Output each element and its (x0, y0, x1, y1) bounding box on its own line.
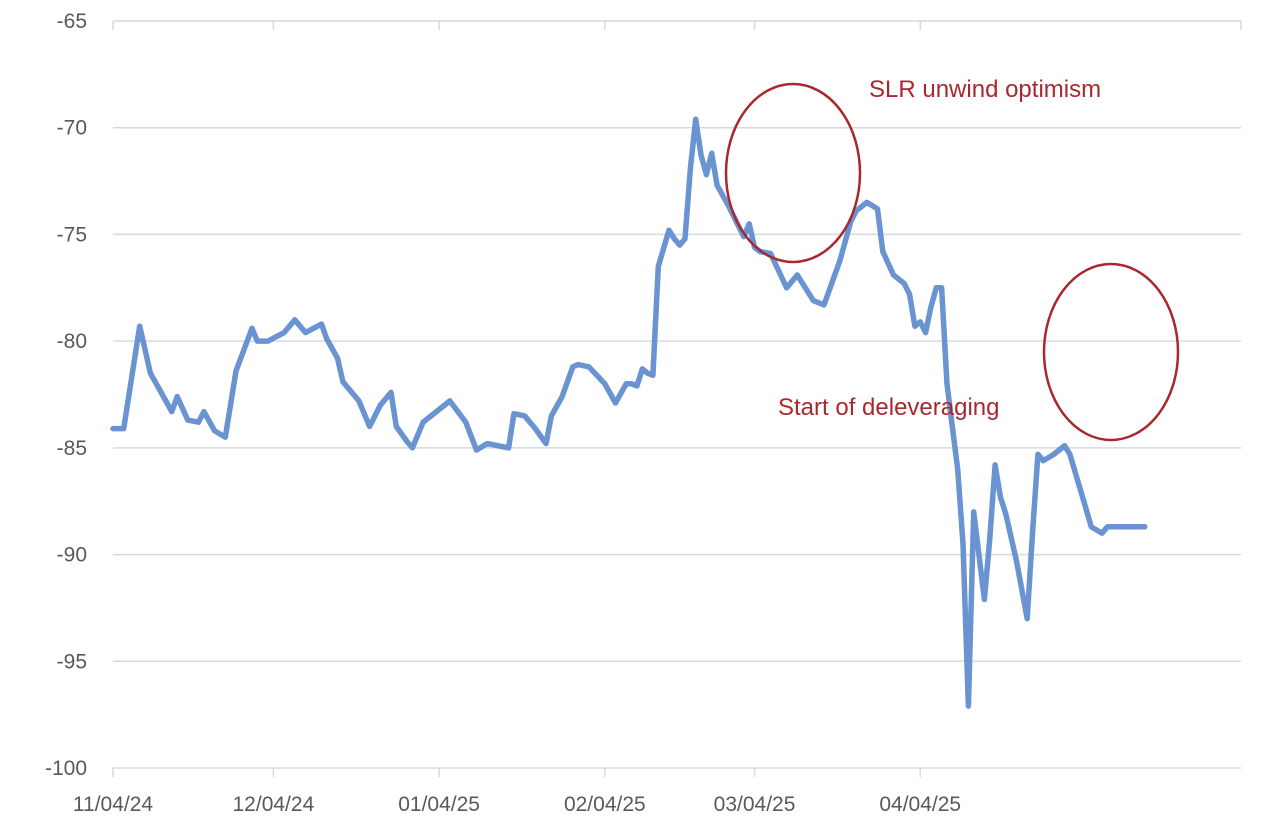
x-tick-label: 03/04/25 (714, 793, 796, 816)
annotation-ellipse-deleveraging (1042, 262, 1180, 442)
y-tick-label: -100 (45, 757, 87, 780)
x-axis (112, 21, 1242, 777)
y-tick-label: -85 (57, 437, 87, 460)
x-tick-label: 12/04/24 (233, 793, 315, 816)
y-tick-label: -95 (57, 650, 87, 673)
annotation-slr-unwind-optimism: SLR unwind optimism (869, 76, 1101, 103)
series-layer (110, 116, 1148, 709)
x-axis-labels: 11/04/24 12/04/24 01/04/25 02/04/25 03/04/25… (73, 793, 961, 816)
annotations: SLR unwind optimism Start of deleveragin… (724, 76, 1180, 442)
x-tick-label: 02/04/25 (564, 793, 646, 816)
y-tick-label: -70 (57, 117, 87, 140)
y-axis-labels: -65 -70 -75 -80 -85 -90 -95 -100 (45, 10, 87, 780)
x-tick-label: 01/04/25 (398, 793, 480, 816)
y-tick-label: -65 (57, 10, 87, 33)
x-tick-label: 04/04/25 (879, 793, 961, 816)
annotation-start-of-deleveraging: Start of deleveraging (778, 394, 999, 421)
series-line-0 (110, 116, 1148, 709)
y-tick-label: -90 (57, 544, 87, 567)
y-tick-label: -75 (57, 223, 87, 246)
x-tick-label: 11/04/24 (73, 793, 154, 816)
y-tick-label: -80 (57, 330, 87, 353)
annotation-ellipse-slr (724, 82, 862, 264)
gridlines (113, 20, 1241, 663)
